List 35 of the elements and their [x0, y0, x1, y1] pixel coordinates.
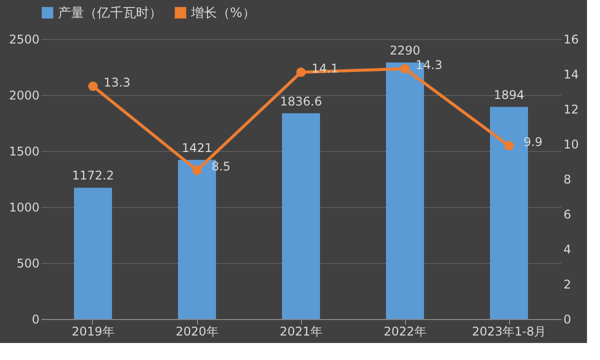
x-tick-label: 2023年1-8月	[472, 324, 546, 338]
x-tick-label: 2019年	[72, 324, 114, 338]
y2-tick-label: 6	[564, 208, 572, 222]
y2-tick-label: 8	[564, 172, 572, 186]
y2-tick-label: 4	[564, 242, 572, 256]
data-label: 1836.6	[280, 94, 322, 108]
x-tick-label: 2020年	[176, 324, 218, 338]
data-label: 1172.2	[72, 168, 114, 183]
point	[88, 82, 98, 91]
point	[504, 141, 514, 150]
data-label: 2290	[390, 44, 420, 58]
y2-tick-label: 0	[564, 312, 572, 326]
bar	[74, 188, 112, 319]
y-tick-label: 1500	[8, 144, 40, 158]
point	[400, 64, 410, 74]
y2-tick-label: 10	[564, 138, 579, 152]
x-tick-label: 2021年	[280, 324, 322, 338]
y-tick-label: 500	[16, 256, 40, 270]
point	[192, 166, 202, 175]
legend-label: 产量（亿千瓦时）	[58, 6, 162, 21]
y-tick-label: 0	[32, 312, 40, 326]
y-tick-label: 2000	[8, 88, 40, 102]
x-tick-label: 2022年	[384, 324, 426, 338]
y-tick-label: 2500	[8, 32, 40, 46]
y2-tick-label: 2	[564, 278, 572, 292]
y2-tick-label: 16	[564, 32, 579, 46]
point	[296, 68, 306, 77]
data-label: 13.3	[104, 75, 130, 90]
bar	[282, 113, 320, 319]
y-tick-label: 1000	[8, 200, 40, 214]
y2-tick-label: 14	[564, 68, 579, 82]
y2-tick-label: 12	[564, 102, 579, 116]
legend-label: 增长（%）	[190, 6, 256, 21]
data-label: 1894	[494, 88, 524, 102]
data-label: 1421	[182, 140, 212, 155]
